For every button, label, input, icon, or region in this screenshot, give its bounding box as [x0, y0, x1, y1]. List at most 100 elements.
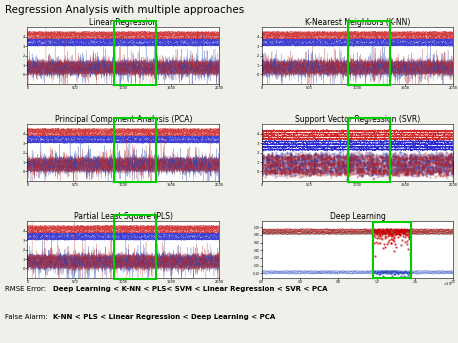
Point — [391, 168, 398, 173]
Point — [280, 167, 287, 172]
Point — [319, 152, 327, 158]
Point — [278, 156, 285, 162]
Point — [390, 249, 398, 254]
Point — [414, 164, 421, 170]
Point — [413, 161, 420, 166]
Point — [407, 152, 414, 158]
Point — [324, 159, 332, 164]
Point — [435, 168, 442, 174]
Point — [397, 157, 404, 163]
Point — [334, 163, 341, 169]
Point — [364, 171, 371, 176]
Point — [269, 163, 276, 168]
Point — [311, 162, 319, 168]
Point — [414, 166, 421, 172]
Point — [338, 155, 345, 161]
Point — [421, 161, 429, 167]
Point — [342, 169, 349, 174]
Point — [358, 166, 365, 172]
Point — [347, 158, 354, 164]
Point — [335, 168, 343, 174]
Point — [340, 169, 348, 175]
Point — [353, 165, 360, 171]
Point — [267, 167, 274, 173]
Point — [270, 154, 278, 160]
Point — [380, 153, 387, 159]
Point — [275, 159, 282, 165]
Point — [345, 169, 353, 175]
Point — [409, 164, 417, 170]
Point — [404, 272, 412, 277]
Point — [270, 168, 278, 173]
Point — [299, 167, 306, 172]
Point — [286, 163, 294, 168]
Point — [335, 158, 342, 163]
Point — [331, 169, 338, 175]
Point — [412, 167, 420, 172]
Point — [309, 169, 316, 174]
Point — [283, 155, 290, 160]
Point — [334, 154, 341, 159]
Point — [412, 151, 419, 156]
Point — [301, 163, 308, 168]
Point — [316, 172, 323, 178]
Point — [284, 156, 292, 162]
Point — [351, 155, 358, 161]
Point — [304, 164, 311, 169]
Point — [338, 169, 346, 175]
Point — [399, 164, 407, 170]
Point — [305, 159, 312, 165]
Point — [329, 161, 336, 167]
Point — [314, 162, 321, 167]
Point — [411, 163, 418, 168]
Point — [348, 166, 355, 172]
Point — [300, 161, 308, 167]
Point — [369, 167, 376, 173]
Point — [395, 161, 402, 166]
Point — [273, 165, 280, 170]
Point — [289, 159, 297, 165]
Point — [421, 165, 428, 170]
Point — [324, 153, 332, 158]
Point — [286, 160, 293, 165]
Point — [434, 168, 442, 174]
Point — [367, 156, 374, 162]
Point — [352, 150, 360, 155]
Point — [393, 163, 400, 168]
Point — [410, 162, 418, 167]
Point — [411, 160, 418, 166]
Point — [325, 154, 332, 159]
Point — [319, 167, 326, 173]
Point — [323, 154, 331, 159]
Point — [312, 161, 320, 166]
Point — [369, 154, 376, 159]
Point — [297, 166, 305, 172]
Point — [284, 156, 291, 162]
Point — [379, 269, 387, 275]
Point — [311, 156, 319, 162]
Point — [357, 169, 365, 175]
Point — [448, 156, 456, 162]
Point — [424, 159, 431, 165]
Point — [340, 168, 348, 174]
Point — [366, 164, 373, 169]
Point — [261, 167, 268, 173]
Point — [446, 155, 453, 161]
Point — [349, 156, 356, 161]
Point — [408, 163, 415, 169]
Point — [297, 157, 305, 163]
Point — [320, 161, 327, 167]
Point — [445, 155, 452, 161]
Point — [312, 160, 319, 166]
Point — [415, 158, 422, 164]
Point — [278, 154, 285, 159]
Point — [322, 170, 329, 176]
Point — [295, 166, 302, 171]
Point — [288, 152, 295, 158]
Point — [406, 166, 414, 172]
Point — [443, 164, 451, 170]
Point — [283, 156, 290, 161]
Point — [346, 158, 354, 164]
Point — [401, 155, 409, 161]
Point — [448, 158, 456, 164]
